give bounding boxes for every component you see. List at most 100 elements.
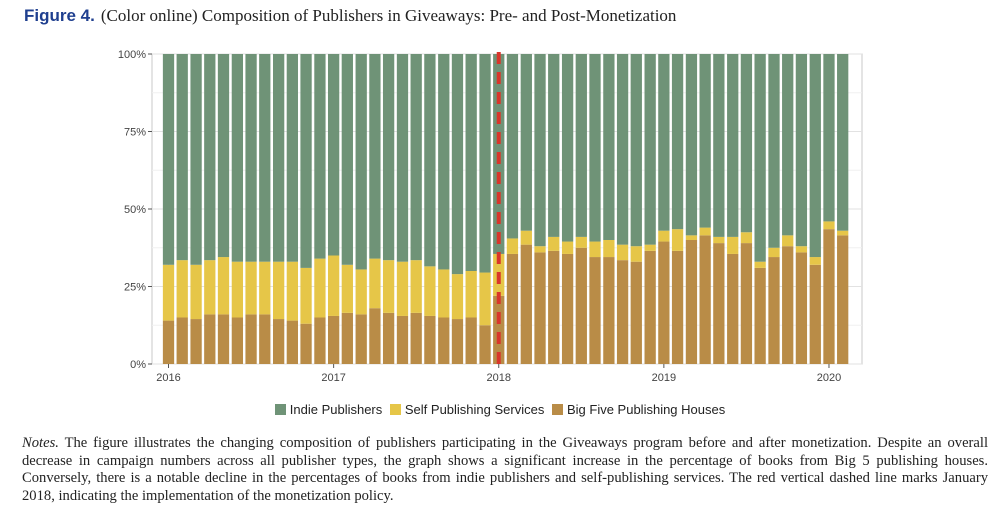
bar-segment-self-publishing-services [658,230,670,242]
bar-segment-indie-publishers [671,54,684,230]
bar-segment-indie-publishers [245,54,257,262]
bar-segment-big-five-publishing-houses [369,308,381,364]
bar-segment-indie-publishers [589,54,601,242]
y-tick-label: 0% [130,359,146,371]
bar-segment-big-five-publishing-houses [727,253,739,364]
bar-segment-big-five-publishing-houses [396,315,409,364]
bar-segment-indie-publishers [190,54,202,265]
y-tick-label: 50% [124,204,146,216]
bar-segment-indie-publishers [823,54,835,222]
figure-caption: (Color online) Composition of Publishers… [100,6,677,25]
bar-segment-self-publishing-services [534,246,546,253]
bar-segment-indie-publishers [314,54,326,259]
legend-item-self: Self Publishing Services [389,402,545,417]
bar-segment-big-five-publishing-houses [162,320,175,364]
bar-segment-indie-publishers [630,54,642,247]
bar-segment-indie-publishers [231,54,244,262]
bar-segment-self-publishing-services [410,260,422,313]
bar-segment-self-publishing-services [424,266,436,316]
legend-swatch-indie [274,404,286,415]
figure-title: Figure 4. (Color online) Composition of P… [24,6,984,32]
bar-segment-indie-publishers [204,54,216,261]
bar-segment-indie-publishers [658,54,670,231]
bar-segment-indie-publishers [520,54,532,231]
bar-segment-self-publishing-services [273,261,285,320]
bar-segment-indie-publishers [644,54,656,245]
bar-segment-self-publishing-services [768,247,780,258]
bar-segment-indie-publishers [273,54,285,262]
bar-segment-self-publishing-services [355,269,367,315]
bar-segment-self-publishing-services [451,274,464,320]
stacked-bar-chart: 0% 25% 50% 75% 100% 2016 2017 2018 2019 2020 [118,49,863,384]
bar-segment-big-five-publishing-houses [520,244,532,364]
bar-segment-indie-publishers [603,54,615,240]
bar-segment-big-five-publishing-houses [589,257,601,364]
bar-segment-big-five-publishing-houses [644,250,656,364]
legend-label-indie: Indie Publishers [289,402,383,417]
bar-segment-self-publishing-services [438,269,450,318]
bar-segment-big-five-publishing-houses [658,241,670,364]
bar-segment-indie-publishers [382,54,395,261]
bar-segment-self-publishing-services [795,246,808,253]
y-tick-label: 75% [124,127,146,139]
bar-segment-self-publishing-services [782,235,794,247]
bar-segment-self-publishing-services [176,260,188,318]
bar-segment-indie-publishers [341,54,353,265]
bar-segment-indie-publishers [561,54,574,242]
bar-segment-indie-publishers [727,54,739,237]
bar-segment-indie-publishers [327,54,340,256]
bar-segment-big-five-publishing-houses [176,317,188,364]
bar-segment-big-five-publishing-houses [823,229,835,364]
legend-label-self: Self Publishing Services [404,402,545,417]
bar-segment-big-five-publishing-houses [699,235,711,364]
bar-segment-self-publishing-services [300,267,312,324]
bar-segment-big-five-publishing-houses [231,317,244,364]
bar-segment-self-publishing-services [506,238,519,254]
bar-segment-indie-publishers [534,54,546,247]
legend-swatch-bigfive [551,404,563,415]
bar-segment-self-publishing-services [589,241,601,258]
bar-segment-self-publishing-services [341,264,353,313]
bar-segment-big-five-publishing-houses [273,319,285,364]
bar-segment-big-five-publishing-houses [314,317,326,364]
bar-segment-indie-publishers [369,54,381,259]
bar-segment-self-publishing-services [616,244,629,261]
bar-segment-big-five-publishing-houses [685,240,698,364]
x-tick-label: 2020 [817,372,841,384]
bar-segment-self-publishing-services [314,258,326,318]
figure-notes: Notes. The figure illustrates the changi… [22,435,988,505]
chart-legend: Indie Publishers Self Publishing Service… [0,402,1000,422]
bar-segment-big-five-publishing-houses [616,260,629,364]
y-tick-label: 100% [118,49,146,61]
bar-segment-indie-publishers [795,54,808,247]
bar-segment-big-five-publishing-houses [382,312,395,364]
bar-segment-big-five-publishing-houses [782,246,794,364]
bar-segment-self-publishing-services [671,229,684,251]
bar-segment-self-publishing-services [644,244,656,251]
bar-segment-indie-publishers [685,54,698,236]
bar-segment-big-five-publishing-houses [438,317,450,364]
bar-segment-big-five-publishing-houses [190,319,202,364]
bar-segment-self-publishing-services [190,264,202,320]
bar-segment-self-publishing-services [217,257,230,315]
bar-segment-big-five-publishing-houses [341,312,353,364]
bar-segment-self-publishing-services [685,235,698,240]
bar-segment-self-publishing-services [754,261,766,268]
bar-segment-big-five-publishing-houses [548,250,560,364]
bar-segment-indie-publishers [300,54,312,268]
bar-segment-self-publishing-services [603,240,615,258]
bar-segment-indie-publishers [837,54,849,231]
bar-segment-big-five-publishing-houses [837,235,849,364]
bar-segment-self-publishing-services [713,236,725,244]
bar-segment-self-publishing-services [699,227,711,236]
bar-segment-big-five-publishing-houses [575,247,587,364]
bar-segment-big-five-publishing-houses [671,250,684,364]
bar-segment-indie-publishers [616,54,629,245]
bar-segment-big-five-publishing-houses [204,314,216,364]
bar-segment-self-publishing-services [465,271,477,318]
bar-segment-indie-publishers [548,54,560,237]
bar-segment-indie-publishers [355,54,367,270]
bar-segment-big-five-publishing-houses [768,257,780,364]
bar-segment-big-five-publishing-houses [410,312,422,364]
bar-segment-self-publishing-services [259,261,271,315]
